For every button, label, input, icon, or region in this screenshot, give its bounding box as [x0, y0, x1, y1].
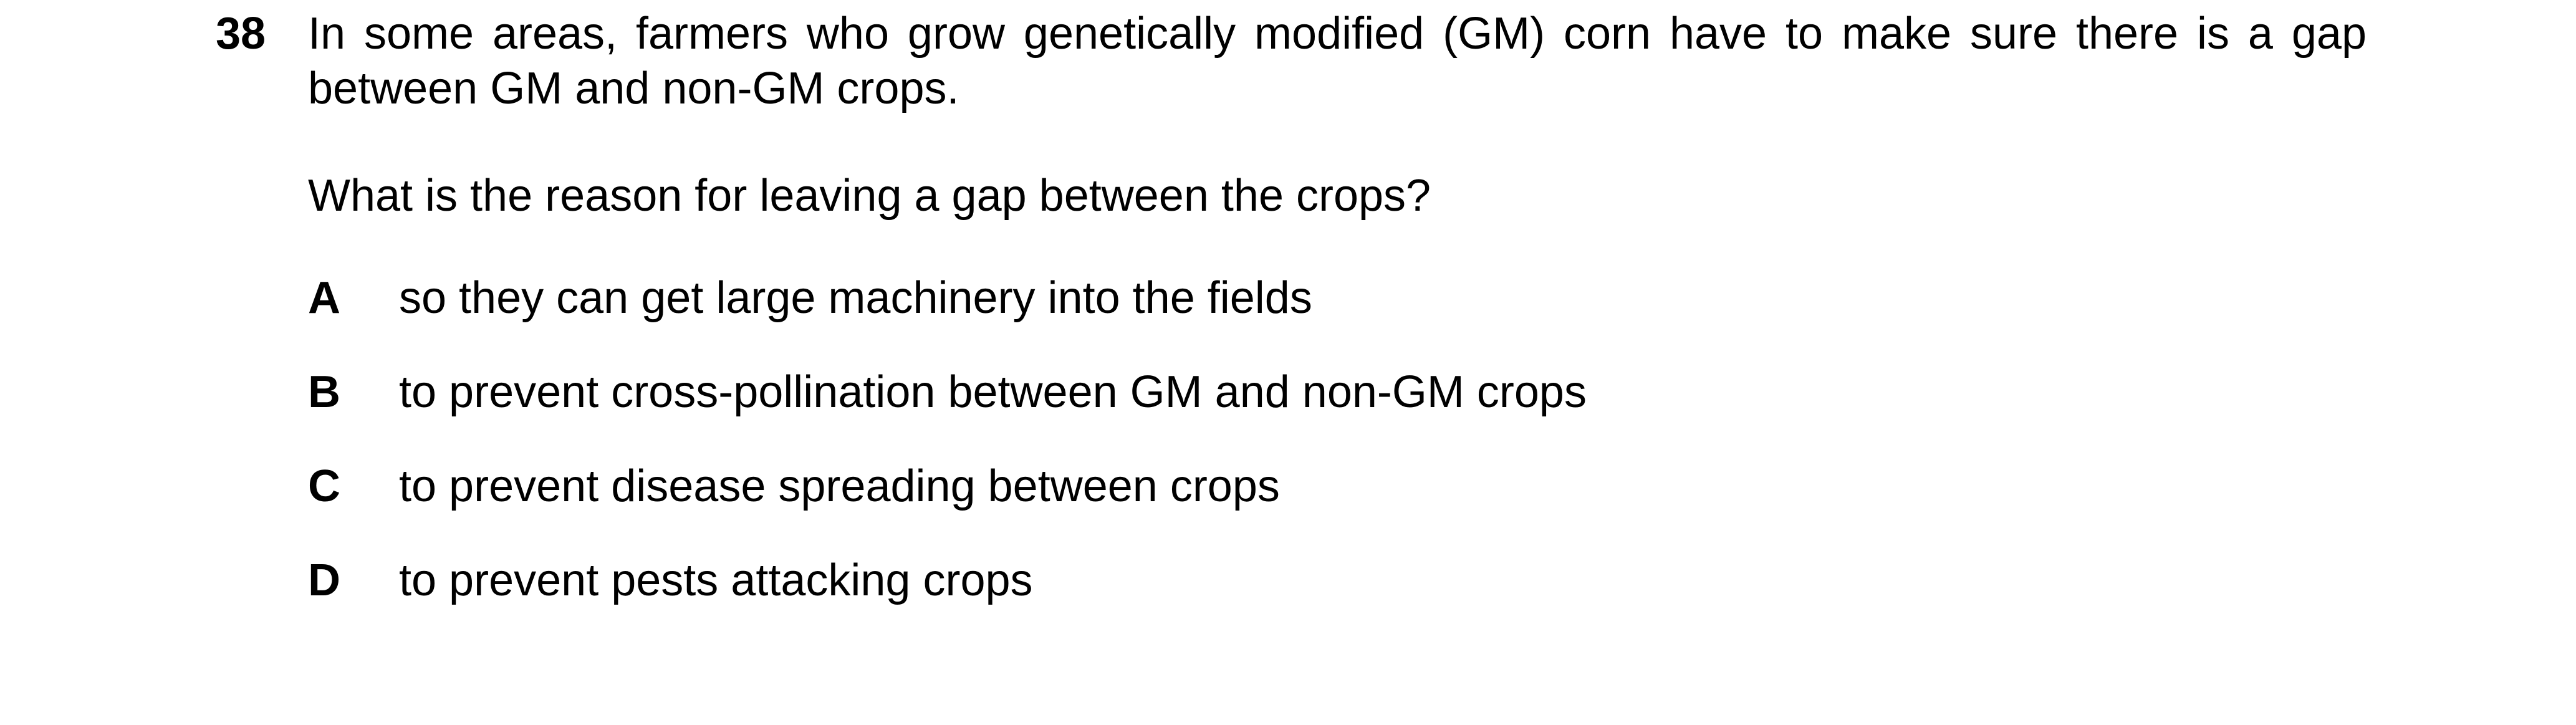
option-text: to prevent cross-pollination between GM … — [399, 367, 1587, 417]
question-stem: In some areas, farmers who grow genetica… — [308, 9, 2367, 113]
option-letter: C — [308, 461, 340, 511]
option-letter: B — [308, 367, 340, 417]
option-letter: A — [308, 273, 340, 323]
question-prompt: What is the reason for leaving a gap bet… — [308, 171, 1431, 221]
option-text: to prevent pests attacking crops — [399, 555, 1033, 605]
question-number: 38 — [216, 9, 266, 59]
option-letter: D — [308, 555, 340, 605]
option-text: to prevent disease spreading between cro… — [399, 461, 1280, 511]
option-text: so they can get large machinery into the… — [399, 273, 1312, 323]
